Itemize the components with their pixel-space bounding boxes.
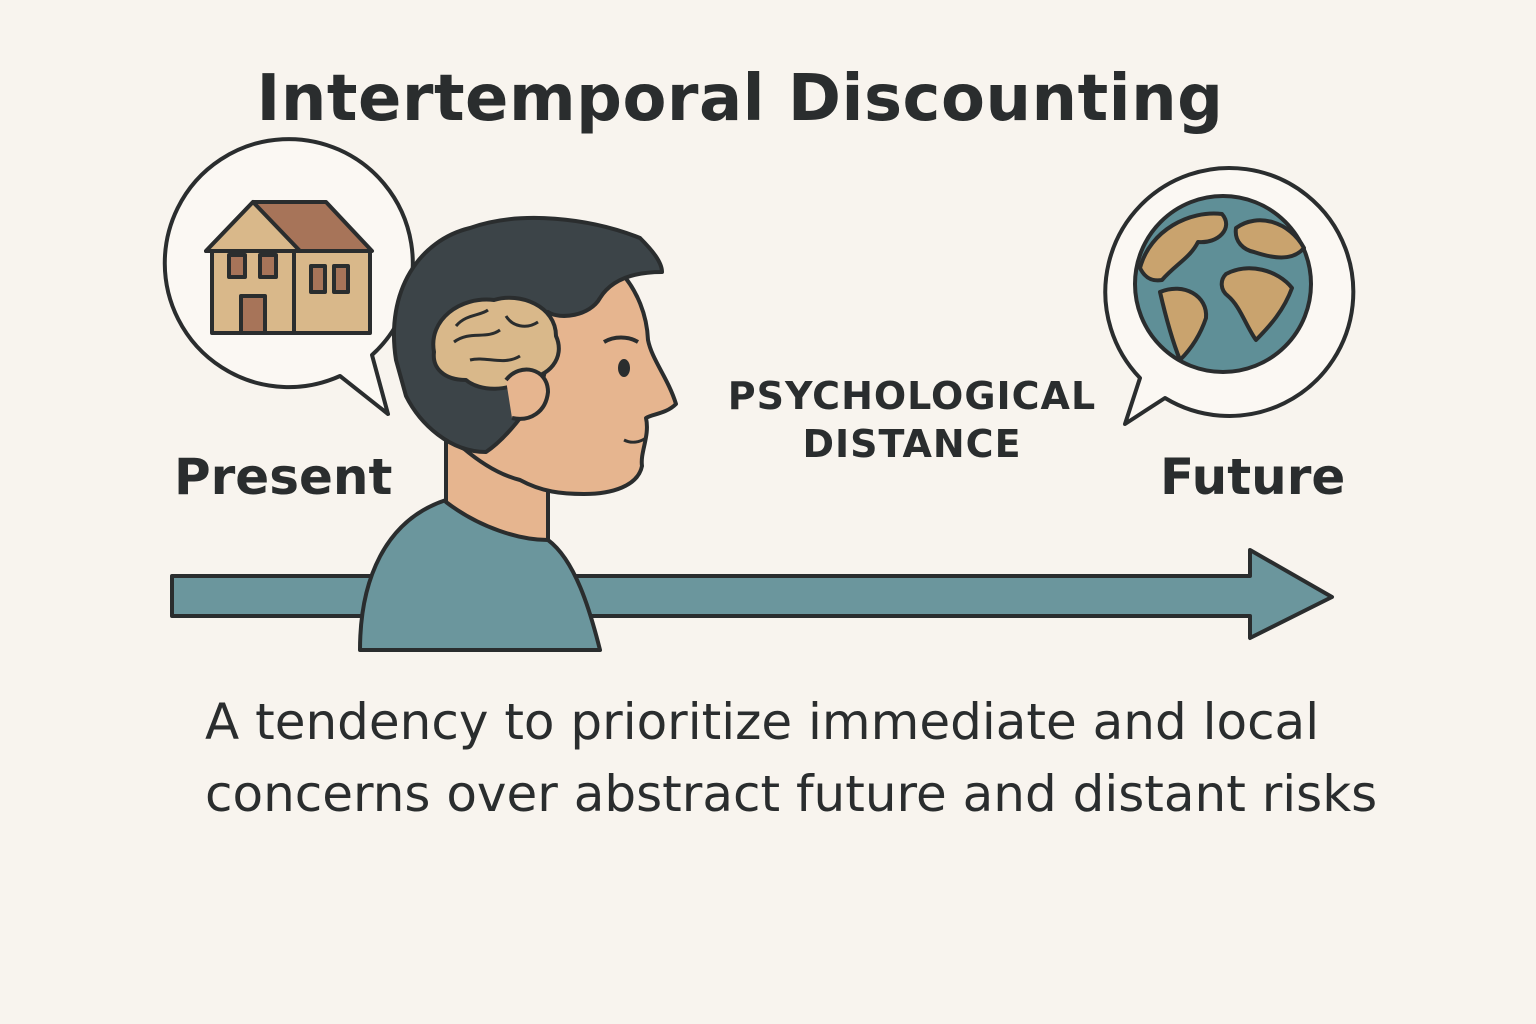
page-title: Intertemporal Discounting: [256, 62, 1224, 136]
house-icon: [204, 200, 374, 335]
description-text: A tendency to prioritize immediate and l…: [205, 693, 1378, 823]
psychological-distance-label: PSYCHOLOGICAL DISTANCE: [712, 372, 1112, 468]
timeline-arrow: [170, 548, 1334, 640]
globe-icon: [1133, 194, 1313, 374]
distance-line-2: DISTANCE: [802, 422, 1022, 466]
present-label: Present: [174, 448, 393, 506]
distance-line-1: PSYCHOLOGICAL: [727, 374, 1097, 418]
head-profile-icon: [358, 216, 678, 652]
future-label: Future: [1160, 448, 1346, 506]
